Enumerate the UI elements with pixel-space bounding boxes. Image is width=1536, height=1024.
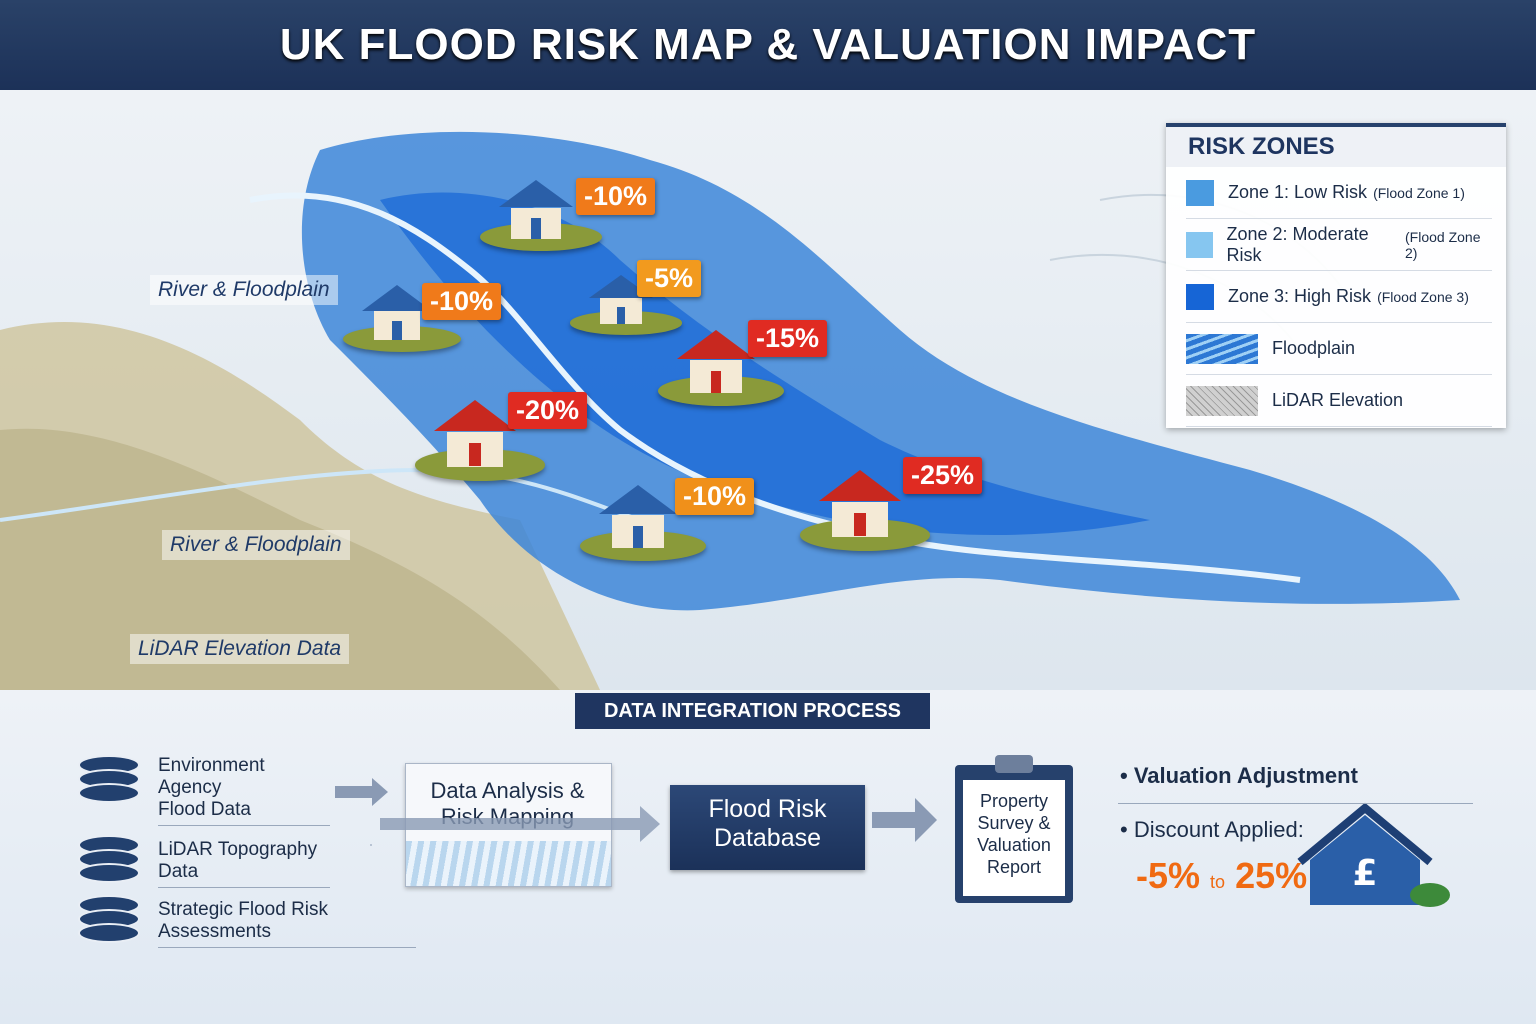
risk-marker: -20% [508, 392, 588, 429]
legend-swatch [1186, 385, 1258, 416]
legend-item: Zone 1: Low Risk (Flood Zone 1) [1186, 167, 1492, 219]
legend-item: Floodplain [1186, 323, 1492, 375]
house-door [469, 443, 481, 467]
legend-label: LiDAR Elevation [1272, 390, 1404, 410]
divider [1118, 803, 1473, 804]
house-door [854, 513, 866, 537]
risk-marker: -5% [637, 260, 702, 297]
risk-marker: -15% [748, 320, 828, 357]
arrow [335, 778, 388, 806]
house [499, 180, 573, 242]
high-risk-zone [380, 192, 1150, 535]
legend-label: Zone 1: Low Risk [1228, 182, 1368, 202]
legend-title: RISK ZONES [1166, 123, 1506, 167]
house-door [616, 307, 626, 325]
house-icon [1310, 815, 1420, 905]
disk [78, 783, 140, 803]
map-label: River & Floodplain [162, 530, 350, 560]
legend-item: Zone 3: High Risk (Flood Zone 3) [1186, 271, 1492, 323]
arrow [872, 798, 937, 842]
map-label: LiDAR Elevation Data [130, 634, 350, 664]
house-roof [599, 485, 677, 514]
risk-marker: -10% [576, 178, 656, 215]
range-word: to [1210, 872, 1226, 892]
pound-icon: £ [1352, 853, 1377, 894]
source: Environment Agency Flood Data [158, 755, 330, 826]
header: UK FLOOD RISK MAP & VALUATION IMPACT [0, 0, 1536, 90]
source: LiDAR Topography Data [158, 839, 330, 888]
database-icon [78, 835, 140, 883]
house [599, 485, 677, 551]
legend-label: Zone 2: Moderate Risk [1226, 223, 1369, 265]
house [362, 285, 432, 343]
clip [995, 755, 1033, 773]
risk-marker: -10% [675, 478, 755, 515]
range-from: -5% [1136, 855, 1201, 896]
source: Strategic Flood Risk Assessments [158, 899, 416, 948]
house-door [632, 525, 644, 548]
bush [1410, 883, 1450, 907]
house-roof [1297, 802, 1433, 866]
disk [78, 923, 140, 943]
legend-item: Zone 2: Moderate Risk (Flood Zone 2) [1186, 219, 1492, 271]
legend-note: (Flood Zone 3) [1377, 288, 1469, 305]
disk [78, 863, 140, 883]
river [0, 467, 641, 522]
legend-label: Zone 3: High Risk [1228, 286, 1372, 306]
house [677, 330, 755, 396]
arrow [380, 806, 660, 842]
legend-note: (Flood Zone 1) [1373, 184, 1465, 201]
house-door [531, 218, 541, 239]
legend-note: (Flood Zone 2) [1405, 228, 1481, 261]
range-to: 25% [1235, 855, 1308, 896]
database-box [670, 785, 865, 870]
legend-swatch [1186, 231, 1213, 258]
risk-marker: -10% [422, 283, 502, 320]
house [434, 400, 516, 470]
step: Flood Risk Database [708, 795, 827, 852]
database-icon [78, 755, 140, 803]
outcome-text: Valuation Adjustment [1133, 763, 1358, 788]
house-roof [819, 470, 901, 501]
outcome-item: • Discount Applied: [1120, 817, 1304, 842]
title: UK FLOOD RISK MAP & VALUATION IMPACT [279, 20, 1257, 69]
map-label: River & Floodplain [150, 275, 338, 305]
house-roof [677, 330, 755, 359]
house-roof [362, 285, 432, 311]
house [819, 470, 901, 540]
legend-item: LiDAR Elevation [1186, 375, 1492, 427]
house-door [710, 370, 722, 393]
outcome-text: Discount Applied: [1133, 817, 1304, 842]
legend-swatch [1186, 333, 1258, 364]
step: Property Survey & Valuation Report [977, 791, 1051, 877]
legend: RISK ZONES Zone 1: Low Risk (Flood Zone 1… [1166, 123, 1506, 428]
outcome-item: • Valuation Adjustment [1120, 763, 1358, 788]
legend-swatch [1186, 179, 1214, 206]
house-roof [499, 180, 573, 207]
risk-marker: -25% [903, 457, 983, 494]
database-icon [78, 895, 140, 943]
discount-range: -5% to 25% [1136, 855, 1307, 897]
clipboard-paper [963, 780, 1065, 896]
house-roof [434, 400, 516, 431]
legend-items: Zone 1: Low Risk (Flood Zone 1) Zone 2: Mo… [1166, 167, 1506, 427]
map-thumb [406, 841, 611, 886]
process-title: DATA INTEGRATION PROCESS [575, 693, 930, 729]
river [249, 192, 1301, 583]
legend-label: Floodplain [1272, 338, 1356, 358]
house-door [392, 320, 402, 341]
legend-swatch [1186, 283, 1214, 310]
